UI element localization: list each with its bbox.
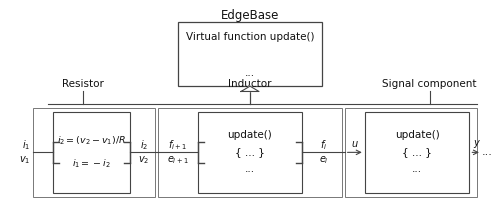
Text: { ... }: { ... }	[402, 147, 432, 157]
Text: update(): update()	[228, 130, 272, 140]
Text: $y$: $y$	[473, 138, 481, 150]
Text: $i_1 = -i_2$: $i_1 = -i_2$	[72, 158, 111, 170]
Bar	[33, 108, 156, 197]
Text: $v_1$: $v_1$	[19, 154, 30, 166]
Bar	[158, 108, 342, 197]
Polygon shape	[241, 86, 259, 91]
Text: update(): update()	[394, 130, 440, 140]
Text: $i_1$: $i_1$	[22, 138, 30, 152]
Text: $e_i$: $e_i$	[318, 154, 328, 166]
Text: ...: ...	[412, 164, 422, 174]
Text: EdgeBase: EdgeBase	[221, 9, 279, 22]
Text: ...: ...	[245, 164, 255, 174]
Bar	[53, 112, 130, 193]
Text: $e_{i+1}$: $e_{i+1}$	[167, 154, 188, 166]
Text: $v_2$: $v_2$	[138, 154, 149, 166]
Text: $i_2$: $i_2$	[140, 138, 148, 152]
Bar	[364, 112, 470, 193]
Text: Inductor: Inductor	[228, 79, 272, 89]
Text: $u$: $u$	[351, 139, 358, 149]
Text: ...: ...	[482, 147, 492, 157]
Text: $f_{i+1}$: $f_{i+1}$	[168, 138, 188, 152]
Text: Resistor: Resistor	[62, 79, 104, 89]
Text: { ... }: { ... }	[235, 147, 265, 157]
Text: ...: ...	[245, 68, 255, 78]
Text: $i_2 = (v_2-v_1)/R$: $i_2 = (v_2-v_1)/R$	[58, 134, 126, 147]
Bar	[344, 108, 477, 197]
Text: Virtual function update(): Virtual function update()	[186, 32, 314, 42]
Text: Signal component: Signal component	[382, 79, 477, 89]
Bar	[178, 22, 322, 86]
Bar	[198, 112, 302, 193]
Text: $f_i$: $f_i$	[320, 138, 327, 152]
